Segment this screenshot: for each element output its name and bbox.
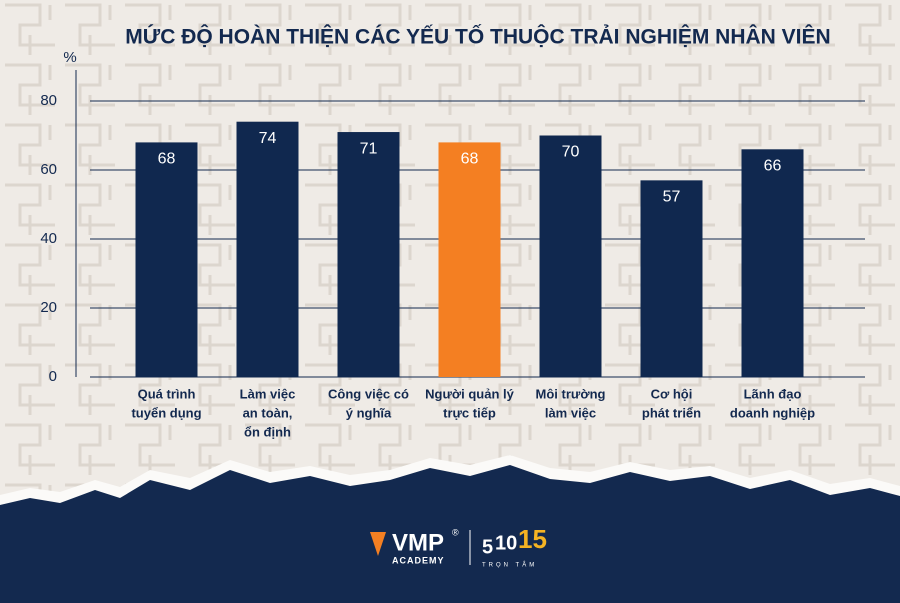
x-tick-label: trực tiếp xyxy=(443,405,496,420)
y-tick-label: 60 xyxy=(40,161,57,178)
number: 10 xyxy=(495,532,517,554)
registered: ® xyxy=(452,527,459,537)
y-tick-label: 40 xyxy=(40,230,57,247)
value-label: 68 xyxy=(461,151,479,168)
x-tick-label: Làm việc xyxy=(240,386,296,401)
x-tick-label: làm việc xyxy=(545,405,596,420)
logo-icon xyxy=(370,532,386,556)
x-tick-label: Quá trình xyxy=(138,386,196,401)
x-tick-label: ý nghĩa xyxy=(346,405,392,420)
value-label: 71 xyxy=(360,140,378,157)
bar xyxy=(337,132,400,377)
tagline: TRỌN TÂM xyxy=(482,562,537,569)
y-axis-label: % xyxy=(63,49,76,66)
bar xyxy=(741,149,804,377)
x-tick-label: tuyển dụng xyxy=(131,405,201,420)
number: 15 xyxy=(518,524,547,554)
chart-title: MỨC ĐỘ HOÀN THIỆN CÁC YẾU TỐ THUỘC TRẢI … xyxy=(125,25,830,49)
x-tick-label: doanh nghiệp xyxy=(730,405,815,420)
bar xyxy=(640,180,703,377)
x-tick-label: Cơ hội xyxy=(651,386,693,401)
value-label: 70 xyxy=(562,144,580,161)
bar xyxy=(438,142,501,377)
brand: VMP xyxy=(392,529,444,556)
x-tick-label: Môi trường xyxy=(536,386,606,401)
value-label: 74 xyxy=(259,130,277,147)
y-tick-label: 20 xyxy=(40,299,57,316)
footer-band xyxy=(0,465,900,603)
brand-sub: ACADEMY xyxy=(392,555,445,565)
y-tick-label: 0 xyxy=(49,368,57,385)
x-tick-label: phát triển xyxy=(642,405,701,420)
bar xyxy=(135,142,198,377)
value-label: 66 xyxy=(764,158,782,175)
value-label: 68 xyxy=(158,151,176,168)
x-tick-label: Lãnh đạo xyxy=(744,386,802,401)
bar xyxy=(539,135,602,377)
value-label: 57 xyxy=(663,189,681,206)
y-tick-label: 80 xyxy=(40,92,57,109)
x-tick-label: an toàn, xyxy=(243,405,293,420)
x-tick-label: Công việc có xyxy=(328,386,409,401)
bar xyxy=(236,121,299,377)
number: 5 xyxy=(482,536,493,558)
x-tick-label: Người quản lý xyxy=(425,386,514,401)
x-tick-label: ổn định xyxy=(244,424,291,439)
